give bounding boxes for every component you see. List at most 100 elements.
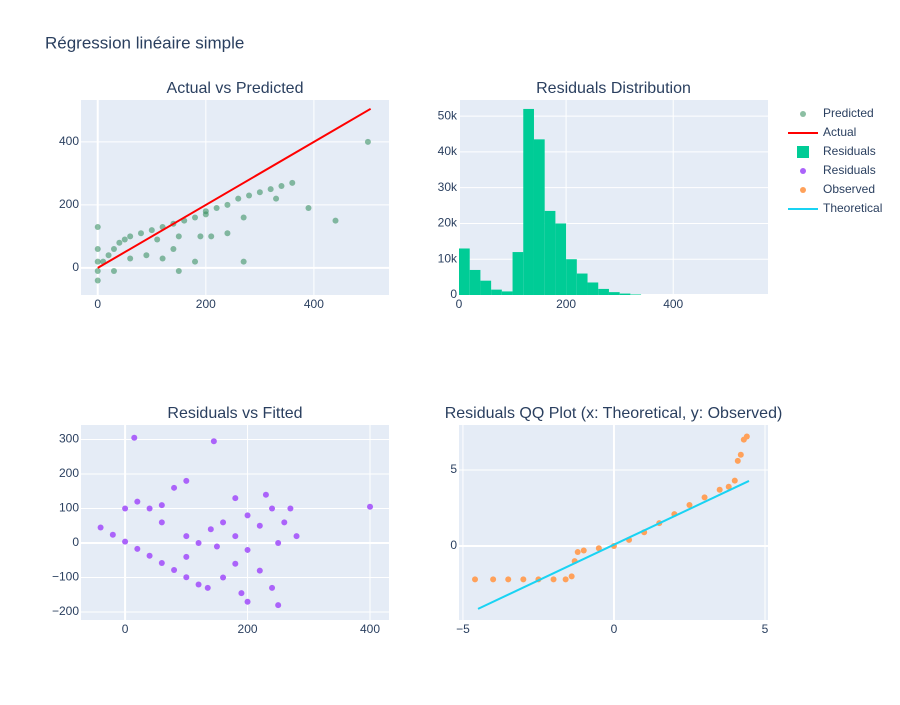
point bbox=[235, 195, 242, 202]
y-tick-label: 0 bbox=[450, 538, 457, 552]
point bbox=[246, 192, 253, 199]
point bbox=[293, 533, 300, 540]
legend-label: Residuals bbox=[823, 163, 876, 177]
point bbox=[725, 483, 732, 490]
point bbox=[686, 501, 693, 508]
point bbox=[367, 503, 374, 510]
histogram-bar bbox=[630, 294, 642, 295]
x-tick-label: 200 bbox=[196, 297, 216, 311]
legend-label: Theoretical bbox=[823, 201, 882, 215]
histogram-bar bbox=[619, 293, 631, 295]
y-tick-label: 50k bbox=[438, 108, 458, 122]
plot-area bbox=[459, 100, 768, 295]
point bbox=[105, 252, 112, 259]
legend-label: Residuals bbox=[823, 144, 876, 158]
point bbox=[232, 533, 239, 540]
point bbox=[146, 505, 153, 512]
point bbox=[94, 258, 101, 265]
histogram-bar bbox=[512, 252, 524, 295]
point bbox=[562, 576, 569, 583]
point bbox=[170, 246, 177, 253]
line bbox=[477, 480, 750, 610]
point bbox=[94, 268, 101, 275]
y-tick-label: 30k bbox=[438, 180, 458, 194]
subplot-title: Residuals vs Fitted bbox=[167, 405, 302, 422]
point bbox=[701, 494, 708, 501]
y-tick-label: 0 bbox=[72, 260, 79, 274]
point bbox=[127, 255, 134, 262]
point bbox=[224, 201, 231, 208]
histogram-bar bbox=[576, 273, 588, 295]
point bbox=[281, 519, 288, 526]
x-tick-label: 0 bbox=[94, 297, 101, 311]
point bbox=[580, 547, 587, 554]
point bbox=[143, 252, 150, 259]
point bbox=[240, 258, 247, 265]
point bbox=[183, 553, 190, 560]
subplot-title: Residuals QQ Plot (x: Theoretical, y: Ob… bbox=[445, 405, 783, 422]
y-tick-label: 200 bbox=[59, 197, 79, 211]
point bbox=[175, 233, 182, 240]
histogram-bar bbox=[459, 248, 470, 295]
y-tick-label: 20k bbox=[438, 216, 458, 230]
legend-swatch bbox=[800, 111, 806, 117]
point bbox=[175, 268, 182, 275]
point bbox=[275, 602, 282, 609]
y-tick-label: 100 bbox=[59, 501, 79, 515]
legend-label: Actual bbox=[823, 125, 856, 139]
point bbox=[134, 545, 141, 552]
histogram-bar bbox=[523, 108, 534, 296]
point bbox=[202, 211, 209, 218]
point bbox=[109, 531, 116, 538]
point bbox=[244, 546, 251, 553]
point bbox=[256, 567, 263, 574]
histogram-bar bbox=[608, 292, 620, 295]
x-tick-label: 400 bbox=[360, 622, 380, 636]
point bbox=[207, 526, 214, 533]
histogram-bar bbox=[566, 259, 577, 295]
point bbox=[278, 183, 285, 190]
point bbox=[262, 491, 269, 498]
point bbox=[171, 566, 178, 573]
point bbox=[110, 246, 117, 253]
histogram-bar bbox=[533, 139, 545, 295]
legend-label: Predicted bbox=[823, 106, 874, 120]
point bbox=[183, 533, 190, 540]
point bbox=[158, 519, 165, 526]
point bbox=[734, 457, 741, 464]
point bbox=[94, 246, 101, 253]
point bbox=[121, 236, 128, 243]
y-tick-label: 400 bbox=[59, 134, 79, 148]
point bbox=[332, 217, 339, 224]
y-tick-label: 0 bbox=[72, 535, 79, 549]
x-tick-label: 0 bbox=[611, 622, 618, 636]
point bbox=[154, 236, 161, 243]
point bbox=[224, 230, 231, 237]
point bbox=[131, 434, 138, 441]
subplot-title: Actual vs Predicted bbox=[167, 80, 304, 97]
point bbox=[146, 552, 153, 559]
point bbox=[275, 540, 282, 547]
x-tick-label: 200 bbox=[556, 297, 576, 311]
histogram-bar bbox=[501, 291, 513, 295]
point bbox=[171, 484, 178, 491]
line bbox=[97, 107, 372, 269]
point bbox=[287, 505, 294, 512]
point bbox=[127, 233, 134, 240]
point bbox=[737, 451, 744, 458]
point bbox=[183, 574, 190, 581]
point bbox=[472, 576, 479, 583]
x-tick-label: −5 bbox=[456, 622, 470, 636]
point bbox=[122, 538, 129, 545]
point bbox=[148, 227, 155, 234]
y-tick-label: −200 bbox=[52, 604, 79, 618]
point bbox=[204, 584, 211, 591]
point bbox=[213, 205, 220, 212]
point bbox=[94, 223, 101, 230]
point bbox=[256, 522, 263, 529]
x-tick-label: 5 bbox=[762, 622, 769, 636]
histogram-bar bbox=[598, 288, 609, 295]
y-tick-label: 200 bbox=[59, 466, 79, 480]
histogram-bar bbox=[491, 289, 502, 295]
